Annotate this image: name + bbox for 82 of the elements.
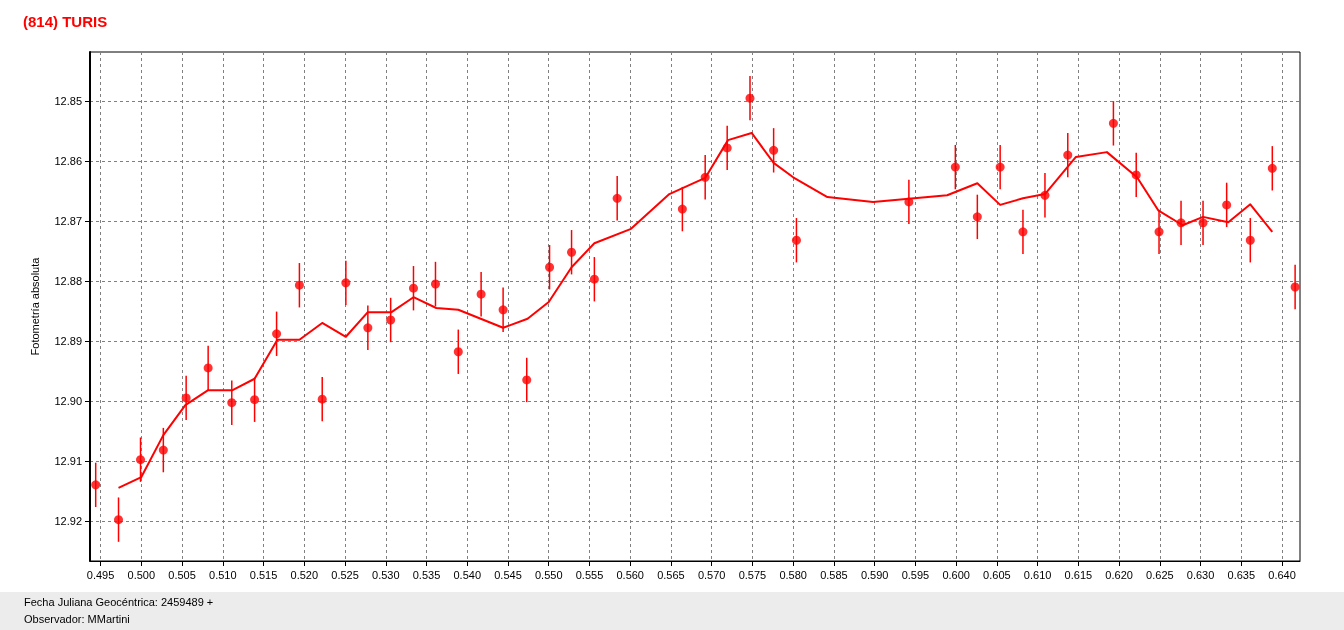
x-tick-label: 0.495 [86, 568, 115, 581]
x-tick-label: 0.500 [127, 568, 156, 581]
x-tick-label: 0.505 [168, 568, 196, 581]
x-tick-label: 0.525 [331, 568, 359, 581]
x-tick-label: 0.590 [860, 568, 889, 581]
x-tick-label: 0.620 [1105, 568, 1133, 581]
x-tick-label: 0.610 [1023, 568, 1052, 581]
x-tick-label: 0.630 [1186, 568, 1215, 581]
point [181, 393, 191, 403]
y-tick-label: 12.88 [54, 275, 82, 288]
x-tick-label: 0.635 [1227, 568, 1256, 581]
point [1063, 150, 1073, 160]
point [589, 274, 599, 284]
point [114, 515, 124, 525]
x-tick-label: 0.555 [575, 568, 604, 581]
x-tick-label: 0.515 [249, 568, 278, 581]
y-tick-label: 12.89 [54, 334, 82, 347]
point [1222, 200, 1232, 210]
x-tick-label: 0.595 [901, 568, 930, 581]
y-axis-title: Fotometría absoluta [28, 256, 41, 356]
x-tick-label: 0.530 [372, 568, 400, 581]
y-tick-label: 12.86 [54, 155, 82, 168]
point [995, 162, 1005, 172]
point [1290, 282, 1300, 292]
point [567, 247, 577, 257]
x-tick-label: 0.560 [616, 568, 644, 581]
point [745, 93, 755, 103]
point [136, 455, 146, 465]
point [1245, 235, 1255, 245]
x-tick-label: 0.585 [820, 568, 848, 581]
x-tick-label: 0.540 [453, 568, 482, 581]
x-axis-title: Fecha Juliana Geocéntrica: 2459489 + [24, 596, 214, 608]
y-tick-label: 12.90 [54, 394, 82, 407]
point [791, 235, 801, 245]
point [294, 280, 304, 290]
point [363, 323, 373, 333]
point [158, 445, 168, 455]
x-tick-label: 0.625 [1146, 568, 1174, 581]
point [386, 315, 396, 325]
point [203, 363, 213, 373]
point [769, 145, 779, 155]
chart-title: (814) TURIS [23, 13, 108, 30]
x-tick-label: 0.535 [412, 568, 441, 581]
point [476, 289, 486, 299]
x-tick-label: 0.565 [657, 568, 685, 581]
point [1198, 218, 1208, 228]
text: Observador: MMartini [24, 613, 130, 625]
x-tick-label: 0.615 [1064, 568, 1093, 581]
point [612, 193, 622, 203]
x-tick-label: 0.575 [738, 568, 767, 581]
x-tick-label: 0.550 [534, 568, 563, 581]
point [498, 305, 508, 315]
point [972, 212, 982, 222]
y-tick-label: 12.91 [54, 454, 82, 467]
y-tick-label: 12.87 [54, 215, 82, 228]
point [1018, 227, 1028, 237]
point [1108, 118, 1118, 128]
x-tick-label: 0.600 [942, 568, 970, 581]
point [250, 395, 260, 405]
point [227, 398, 237, 408]
point [677, 204, 687, 214]
x-tick-label: 0.510 [209, 568, 237, 581]
x-tick-label: 0.545 [494, 568, 522, 581]
point [453, 347, 463, 357]
point [317, 394, 327, 404]
point [408, 283, 418, 293]
point [1154, 227, 1164, 237]
x-tick-label: 0.570 [697, 568, 726, 581]
point [545, 262, 555, 272]
x-tick-label: 0.580 [779, 568, 807, 581]
point [341, 278, 351, 288]
y-tick-label: 12.85 [54, 95, 82, 108]
x-tick-label: 0.520 [290, 568, 319, 581]
point [1267, 163, 1277, 173]
point [91, 480, 101, 490]
x-tick-label: 0.640 [1268, 568, 1296, 581]
y-tick-label: 12.92 [54, 514, 82, 527]
point [430, 279, 440, 289]
x-tick-label: 0.605 [983, 568, 1011, 581]
point [522, 375, 532, 385]
point [272, 329, 282, 339]
point [950, 162, 960, 172]
